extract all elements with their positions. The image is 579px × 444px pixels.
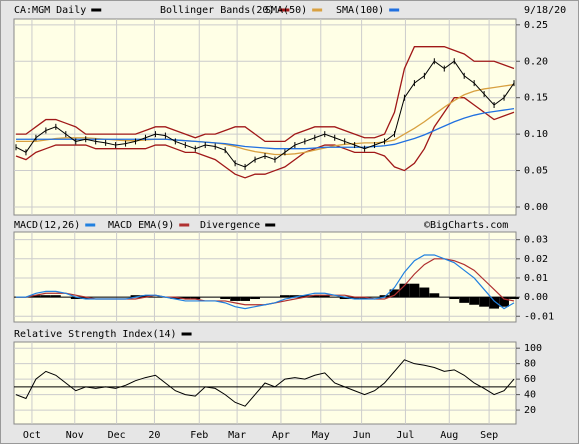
- legend-label: Relative Strength Index(14): [14, 329, 177, 340]
- divergence-bar: [289, 295, 300, 298]
- divergence-bar: [359, 297, 370, 300]
- divergence-bar: [479, 297, 490, 307]
- y-tick-label: 100: [524, 343, 542, 354]
- y-tick-label: 0.00: [524, 292, 548, 303]
- divergence-bar: [489, 297, 500, 309]
- divergence-bar: [419, 287, 430, 298]
- y-tick-label: 0.01: [524, 273, 548, 284]
- divergence-bar: [499, 297, 509, 307]
- divergence-bar: [349, 297, 360, 300]
- y-tick-label: 0.20: [524, 56, 548, 67]
- x-tick-label: Aug: [440, 430, 458, 441]
- panel: [13, 18, 517, 216]
- x-tick-label: Oct: [23, 430, 41, 441]
- y-tick-label: 0.02: [524, 254, 548, 265]
- divergence-bar: [319, 295, 330, 298]
- divergence-bar: [339, 297, 350, 300]
- legend-label: SMA(100): [336, 5, 384, 16]
- x-tick-label: Dec: [108, 430, 126, 441]
- series-line: [15, 97, 515, 179]
- divergence-bar: [130, 295, 141, 298]
- divergence-bar: [230, 297, 241, 301]
- legend-label: MACD(12,26): [14, 220, 80, 231]
- y-tick-label: 0.03: [524, 235, 548, 246]
- divergence-bar: [220, 297, 231, 300]
- x-tick-label: Nov: [66, 430, 84, 441]
- divergence-bar: [240, 297, 251, 301]
- series-line: [16, 254, 515, 310]
- y-tick-label: 60: [524, 374, 536, 385]
- y-tick-label: 0.05: [524, 166, 548, 177]
- legend-label: CA:MGM Daily: [14, 5, 86, 16]
- x-tick-label: 20: [148, 430, 160, 441]
- x-tick-label: May: [312, 430, 330, 441]
- divergence-bar: [389, 289, 400, 298]
- y-tick-label: 0.15: [524, 93, 548, 104]
- divergence-bar: [429, 293, 440, 298]
- date-label: 9/18/20: [524, 5, 566, 16]
- divergence-bar: [409, 283, 420, 298]
- divergence-bar: [279, 295, 290, 298]
- divergence-bar: [309, 295, 320, 298]
- divergence-bar: [469, 297, 480, 305]
- divergence-bar: [509, 297, 519, 300]
- divergence-bar: [140, 295, 151, 298]
- y-tick-label: 0.25: [524, 20, 548, 31]
- divergence-bar: [30, 295, 41, 298]
- legend-label: Divergence: [200, 220, 260, 231]
- legend-label: Bollinger Bands(20): [160, 5, 274, 16]
- divergence-bar: [250, 297, 260, 300]
- y-tick-label: 0.00: [524, 202, 548, 213]
- watermark: ©BigCharts.com: [424, 220, 508, 231]
- divergence-bar: [80, 297, 91, 300]
- legend-label: MACD EMA(9): [108, 220, 174, 231]
- divergence-bar: [50, 295, 61, 298]
- series-line: [16, 107, 515, 150]
- divergence-bar: [449, 297, 460, 300]
- divergence-bar: [379, 295, 390, 298]
- legend-label: SMA(50): [265, 5, 307, 16]
- y-tick-label: 20: [524, 405, 536, 416]
- divergence-bar: [180, 297, 191, 300]
- x-tick-label: Sep: [480, 430, 498, 441]
- x-tick-label: Mar: [228, 430, 246, 441]
- divergence-bar: [70, 297, 81, 300]
- x-tick-label: Jul: [396, 430, 414, 441]
- y-tick-label: 40: [524, 390, 536, 401]
- divergence-bar: [40, 295, 51, 298]
- x-tick-label: Jun: [353, 430, 371, 441]
- series-line: [16, 46, 515, 143]
- divergence-bar: [399, 283, 410, 298]
- y-tick-label: 0.10: [524, 129, 548, 140]
- divergence-bar: [170, 297, 181, 300]
- divergence-bar: [459, 297, 470, 303]
- divergence-bar: [299, 295, 310, 298]
- y-tick-label: 80: [524, 359, 536, 370]
- divergence-bar: [190, 297, 201, 300]
- panel: [13, 231, 517, 323]
- series-line: [15, 359, 515, 407]
- x-tick-label: Apr: [272, 430, 290, 441]
- y-tick-label: -0.01: [524, 311, 554, 322]
- x-tick-label: Feb: [190, 430, 208, 441]
